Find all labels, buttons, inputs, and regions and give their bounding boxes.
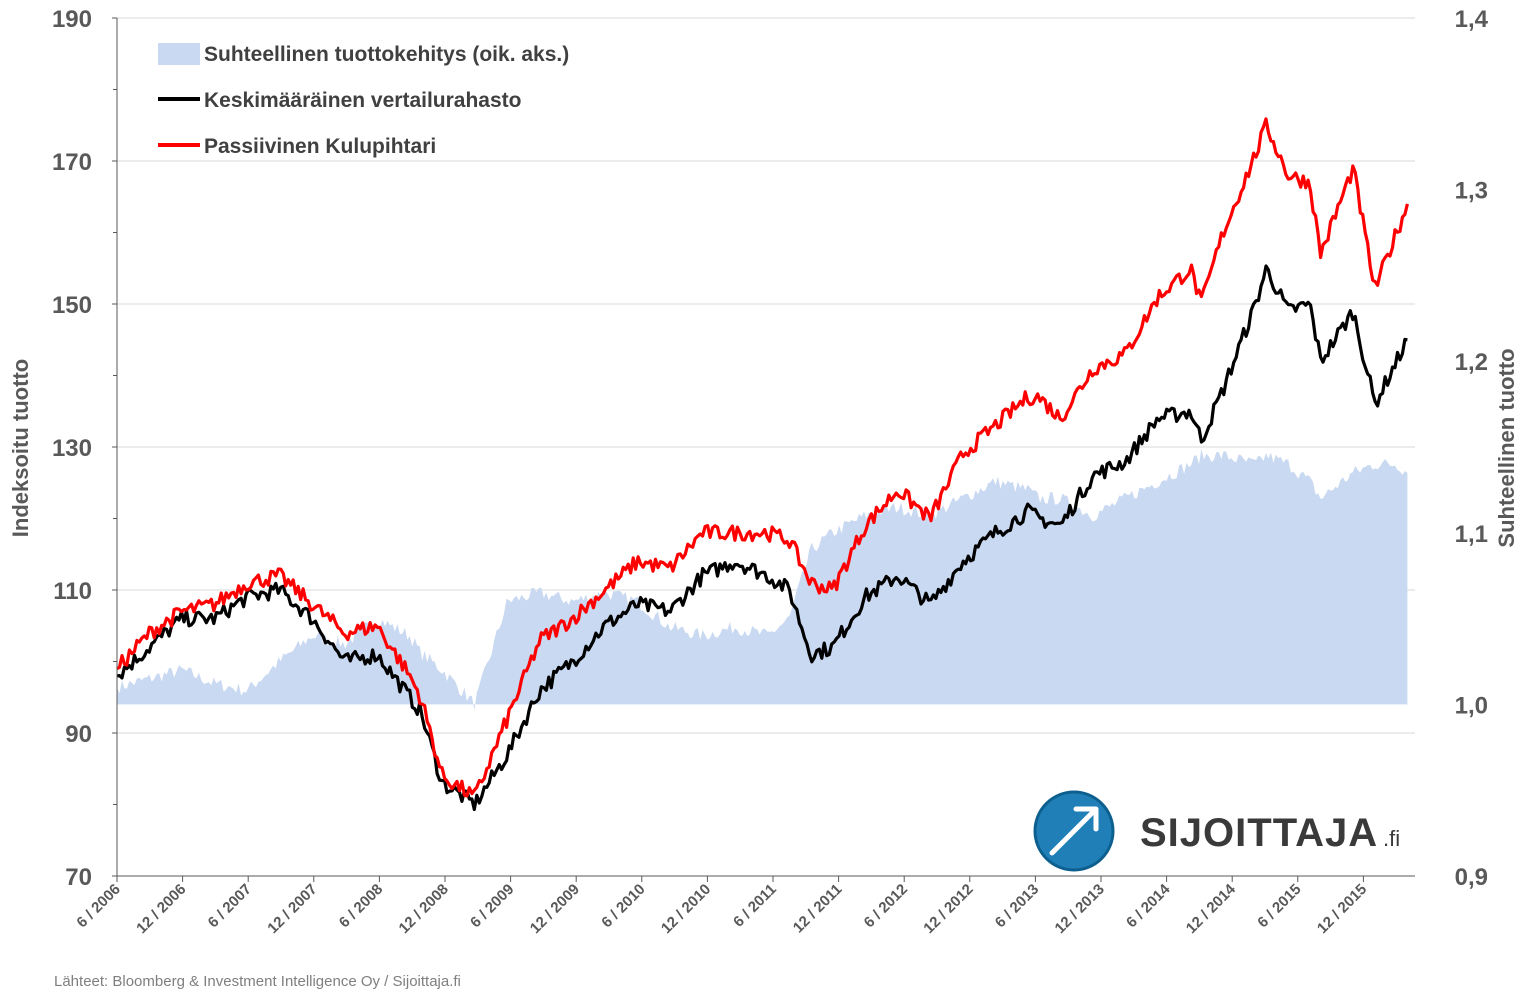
- x-tick-label: 12 / 2008: [396, 881, 452, 937]
- y-tick-label: 70: [65, 864, 92, 891]
- x-tick-label: 12 / 2013: [1052, 881, 1108, 937]
- legend: Suhteellinen tuottokehitys (oik. aks.) K…: [158, 43, 569, 158]
- x-tick-label: 12 / 2009: [527, 881, 583, 937]
- y2-tick-label: 1,4: [1455, 6, 1489, 33]
- y-tick-label: 110: [53, 578, 92, 605]
- x-tick-label: 6 / 2014: [1123, 880, 1174, 931]
- line-benchmark-fund: [116, 264, 1408, 812]
- area-series: [117, 448, 1408, 711]
- x-tick-label: 12 / 2010: [658, 881, 714, 937]
- y2-tick-labels: 0,9 1,0 1,1 1,2 1,3 1,4: [1455, 6, 1489, 891]
- x-tick-label: 12 / 2012: [920, 881, 976, 937]
- x-tick-label: 6 / 2012: [861, 881, 911, 931]
- y-tick-labels: 70 90 110 130 150 170 190: [52, 6, 92, 891]
- legend-label-red: Passiivinen Kulupihtari: [204, 135, 436, 158]
- y-tick-label: 150: [52, 292, 92, 319]
- line-passive-fund: [116, 117, 1409, 798]
- axes: [116, 18, 1415, 877]
- x-tick-labels: 6 / 2006 12 / 2006 6 / 2007 12 / 2007 6 / 20…: [73, 876, 1370, 937]
- y-axis-title: Indeksoitu tuotto: [8, 359, 33, 537]
- x-tick-label: 6 / 2008: [336, 881, 386, 931]
- arrow-up-right-icon: [1049, 806, 1099, 856]
- x-tick-label: 12 / 2015: [1314, 881, 1370, 937]
- x-tick-label: 6 / 2009: [467, 881, 517, 931]
- area-relative-return: [117, 448, 1408, 711]
- legend-swatch-area: [158, 43, 200, 65]
- x-tick-label: 12 / 2007: [264, 881, 320, 937]
- source-note: Lähteet: Bloomberg & Investment Intellig…: [54, 973, 461, 990]
- y2-tick-label: 1,1: [1455, 521, 1488, 548]
- gridlines: [112, 17, 1415, 877]
- x-tick-label: 12 / 2014: [1183, 880, 1240, 937]
- y2-tick-label: 1,0: [1455, 692, 1488, 719]
- logo: SIJOITTAJA .fi: [1025, 788, 1415, 875]
- logo-circle-highlight: [1033, 790, 1115, 872]
- x-tick-label: 6 / 2010: [598, 881, 648, 931]
- y2-tick-label: 1,2: [1455, 349, 1488, 376]
- x-tick-label: 6 / 2007: [205, 881, 255, 931]
- x-tick-label: 12 / 2006: [133, 881, 189, 937]
- line-series: [116, 117, 1409, 812]
- y-tick-label: 170: [52, 149, 92, 176]
- x-tick-label: 6 / 2011: [730, 881, 780, 931]
- y-tick-label: 90: [65, 721, 92, 748]
- y-tick-label: 130: [52, 435, 92, 462]
- x-tick-label: 6 / 2015: [1254, 881, 1304, 931]
- y-tick-label: 190: [52, 6, 92, 33]
- x-tick-label: 12 / 2011: [790, 881, 846, 937]
- logo-suffix: .fi: [1383, 826, 1400, 851]
- x-tick-label: 6 / 2013: [992, 881, 1042, 931]
- y2-tick-label: 1,3: [1455, 178, 1488, 205]
- legend-label-black: Keskimääräinen vertailurahasto: [204, 89, 521, 112]
- legend-label-area: Suhteellinen tuottokehitys (oik. aks.): [204, 43, 569, 66]
- logo-wordmark: SIJOITTAJA: [1140, 811, 1378, 855]
- y2-axis-title: Suhteellinen tuotto: [1494, 348, 1519, 547]
- y2-tick-label: 0,9: [1455, 864, 1488, 891]
